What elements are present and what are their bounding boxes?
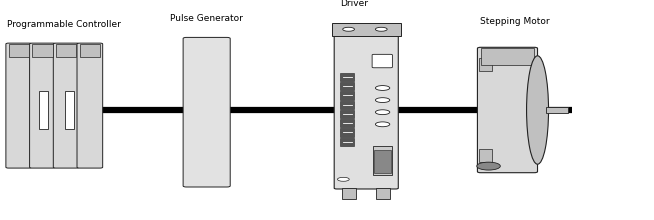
Bar <box>340 91 354 100</box>
Text: Programmable Controller: Programmable Controller <box>7 20 120 29</box>
Ellipse shape <box>526 56 549 164</box>
Circle shape <box>375 110 390 115</box>
Bar <box>340 73 354 81</box>
Bar <box>340 138 354 146</box>
Circle shape <box>477 162 500 170</box>
Bar <box>65 91 74 129</box>
Bar <box>342 188 356 199</box>
Bar <box>479 58 492 71</box>
FancyBboxPatch shape <box>77 43 103 168</box>
Bar <box>546 107 568 113</box>
FancyBboxPatch shape <box>6 43 31 168</box>
Bar <box>340 101 354 109</box>
Bar <box>479 149 492 162</box>
FancyBboxPatch shape <box>29 43 55 168</box>
Bar <box>332 23 401 36</box>
Bar <box>481 48 534 65</box>
Bar <box>56 44 77 57</box>
Bar <box>373 146 392 175</box>
Circle shape <box>337 177 349 181</box>
Circle shape <box>375 27 387 31</box>
FancyBboxPatch shape <box>334 33 398 189</box>
Text: Stepping Motor: Stepping Motor <box>480 17 550 26</box>
Text: Pulse Generator: Pulse Generator <box>170 14 243 23</box>
FancyBboxPatch shape <box>372 54 392 68</box>
Bar <box>376 188 390 199</box>
FancyBboxPatch shape <box>53 43 79 168</box>
Circle shape <box>375 122 390 127</box>
Bar <box>374 150 391 173</box>
Circle shape <box>375 98 390 103</box>
Bar <box>80 44 100 57</box>
Circle shape <box>343 27 354 31</box>
Bar <box>340 110 354 118</box>
FancyBboxPatch shape <box>183 37 230 187</box>
Bar <box>9 44 29 57</box>
Bar <box>340 119 354 127</box>
Text: Driver: Driver <box>341 0 368 8</box>
Bar <box>340 82 354 90</box>
FancyBboxPatch shape <box>477 47 538 173</box>
Bar <box>39 91 48 129</box>
Bar <box>340 128 354 137</box>
Circle shape <box>375 86 390 90</box>
Bar <box>32 44 52 57</box>
